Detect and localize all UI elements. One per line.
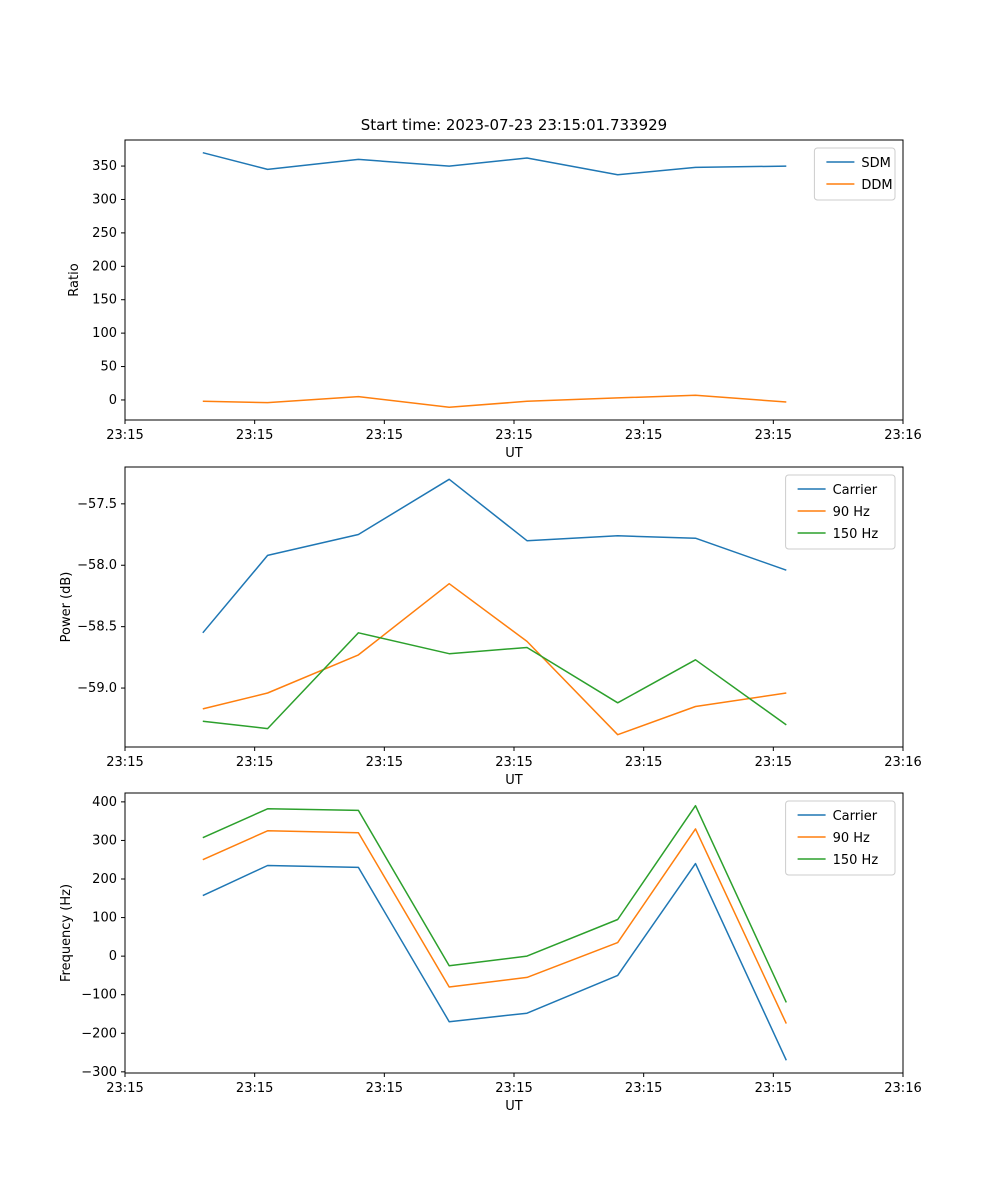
x-axis-label: UT <box>505 773 523 788</box>
x-tick-label: 23:15 <box>625 1081 662 1096</box>
y-tick-label: 200 <box>92 259 117 274</box>
legend-label: SDM <box>861 156 890 171</box>
legend-box <box>813 147 896 201</box>
axes-frame <box>124 466 904 748</box>
x-tick-label: 23:15 <box>366 428 403 443</box>
x-tick-label: 23:15 <box>366 755 403 770</box>
y-tick-label: −58.5 <box>77 620 117 635</box>
series-line-90-hz <box>202 582 787 736</box>
y-tick-label: 0 <box>109 949 117 964</box>
x-tick-label: 23:16 <box>884 428 921 443</box>
y-tick-label: −58.0 <box>77 558 117 573</box>
axes-frame <box>124 792 904 1074</box>
x-tick-label: 23:15 <box>236 1081 273 1096</box>
legend-label: Carrier <box>833 483 878 498</box>
axes-frame <box>124 139 904 421</box>
y-tick-label: −300 <box>81 1065 117 1080</box>
x-tick-label: 23:15 <box>755 1081 792 1096</box>
legend-label: DDM <box>861 178 892 193</box>
y-tick-label: −100 <box>81 988 117 1003</box>
y-tick-label: −200 <box>81 1026 117 1041</box>
series-line-carrier <box>202 862 787 1061</box>
subplot-2: 23:15 23:15 23:15 23:15 23:15 23:15 23:16 400 30… <box>59 792 922 1114</box>
legend-label: 150 Hz <box>833 527 879 542</box>
subplot-0: 23:15 23:15 23:15 23:15 23:15 23:15 23:16 0 50 10… <box>67 139 922 461</box>
y-tick-label: −57.5 <box>77 497 117 512</box>
legend-label: Carrier <box>833 809 878 824</box>
y-tick-label: 100 <box>92 911 117 926</box>
y-tick-label: 300 <box>92 192 117 207</box>
x-tick-label: 23:15 <box>495 755 532 770</box>
y-tick-label: 350 <box>92 159 117 174</box>
series-line-150-hz <box>202 804 787 1003</box>
x-axis-label: UT <box>505 446 523 461</box>
figure-title: Start time: 2023-07-23 23:15:01.733929 <box>360 116 668 134</box>
y-tick-label: 250 <box>92 226 117 241</box>
x-tick-label: 23:15 <box>625 755 662 770</box>
x-tick-label: 23:15 <box>755 428 792 443</box>
legend-label: 90 Hz <box>833 831 870 846</box>
y-tick-label: 150 <box>92 293 117 308</box>
x-tick-label: 23:15 <box>495 1081 532 1096</box>
x-tick-label: 23:15 <box>106 1081 143 1096</box>
x-tick-label: 23:15 <box>366 1081 403 1096</box>
series-line-150-hz <box>202 632 787 730</box>
y-tick-label: 200 <box>92 872 117 887</box>
legend-box <box>785 800 896 876</box>
y-tick-label: 300 <box>92 833 117 848</box>
y-tick-label: 50 <box>100 360 117 375</box>
legend-box <box>785 474 896 550</box>
legend-label: 150 Hz <box>833 853 879 868</box>
y-tick-label: 0 <box>109 393 117 408</box>
y-tick-label: 400 <box>92 795 117 810</box>
x-tick-label: 23:15 <box>106 755 143 770</box>
x-tick-label: 23:15 <box>236 428 273 443</box>
y-axis-label: Frequency (Hz) <box>59 884 74 982</box>
y-axis-label: Ratio <box>67 263 82 296</box>
series-line-90-hz <box>202 828 787 1024</box>
legend-label: 90 Hz <box>833 505 870 520</box>
series-line-ddm <box>202 394 787 409</box>
y-tick-label: −59.0 <box>77 681 117 696</box>
x-tick-label: 23:15 <box>625 428 662 443</box>
series-line-carrier <box>202 478 787 634</box>
x-axis-label: UT <box>505 1099 523 1114</box>
x-tick-label: 23:16 <box>884 1081 921 1096</box>
series-line-sdm <box>202 151 787 176</box>
x-tick-label: 23:15 <box>236 755 273 770</box>
x-tick-label: 23:16 <box>884 755 921 770</box>
y-axis-label: Power (dB) <box>59 572 74 643</box>
subplot-1: 23:15 23:15 23:15 23:15 23:15 23:15 23:16 −57.5… <box>59 466 922 788</box>
x-tick-label: 23:15 <box>495 428 532 443</box>
x-tick-label: 23:15 <box>106 428 143 443</box>
x-tick-label: 23:15 <box>755 755 792 770</box>
y-tick-label: 100 <box>92 326 117 341</box>
